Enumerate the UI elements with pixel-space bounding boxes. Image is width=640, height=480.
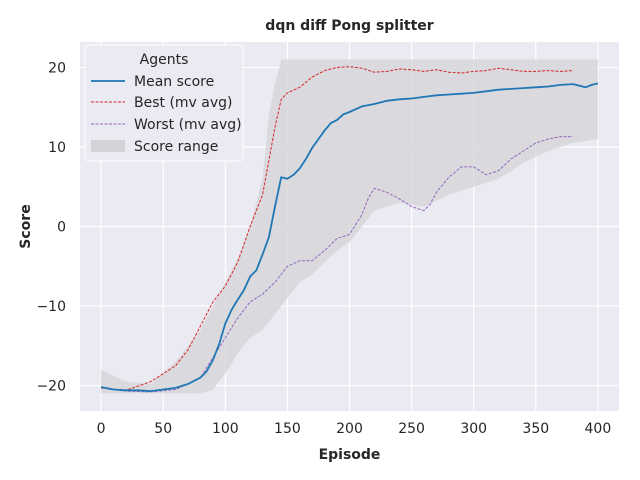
series-layer: [100, 66, 599, 393]
x-tick-label: 300: [460, 421, 487, 437]
y-tick-label: 0: [57, 220, 66, 236]
legend-label-range: Score range: [134, 139, 218, 155]
x-tick-label: 400: [585, 421, 612, 437]
legend-label-worst: Worst (mv avg): [134, 117, 242, 133]
series-best-mv-avg: [101, 66, 574, 391]
x-tick-label: 100: [212, 421, 239, 437]
x-tick-label: 150: [274, 421, 301, 437]
legend-box: [84, 44, 244, 162]
x-tick-label: 250: [398, 421, 425, 437]
legend: Agents Mean score Best (mv avg) Worst (m…: [84, 44, 244, 162]
y-tick-labels: −20 −10 0 10 20: [36, 60, 66, 394]
score-range-band: [101, 59, 598, 394]
x-tick-labels: 0 50 100 150 200 250 300 350 400: [97, 421, 612, 437]
legend-label-mean: Mean score: [134, 74, 214, 90]
series-mean-score: [100, 82, 599, 393]
x-tick-label: 0: [97, 421, 106, 437]
x-axis-label: Episode: [319, 447, 381, 463]
series-worst-mv-avg: [101, 136, 573, 393]
y-tick-label: −10: [36, 299, 66, 315]
y-axis-label: Score: [18, 204, 34, 248]
chart-title: dqn diff Pong splitter: [265, 18, 433, 34]
legend-title: Agents: [140, 52, 189, 68]
x-tick-label: 350: [522, 421, 549, 437]
legend-swatch-range: [91, 140, 125, 152]
x-tick-label: 50: [154, 421, 172, 437]
score-range-layer: [101, 59, 598, 394]
y-tick-label: 10: [48, 140, 66, 156]
legend-label-best: Best (mv avg): [134, 95, 233, 111]
y-tick-label: −20: [36, 379, 66, 395]
x-tick-label: 200: [336, 421, 363, 437]
y-tick-label: 20: [48, 60, 66, 76]
